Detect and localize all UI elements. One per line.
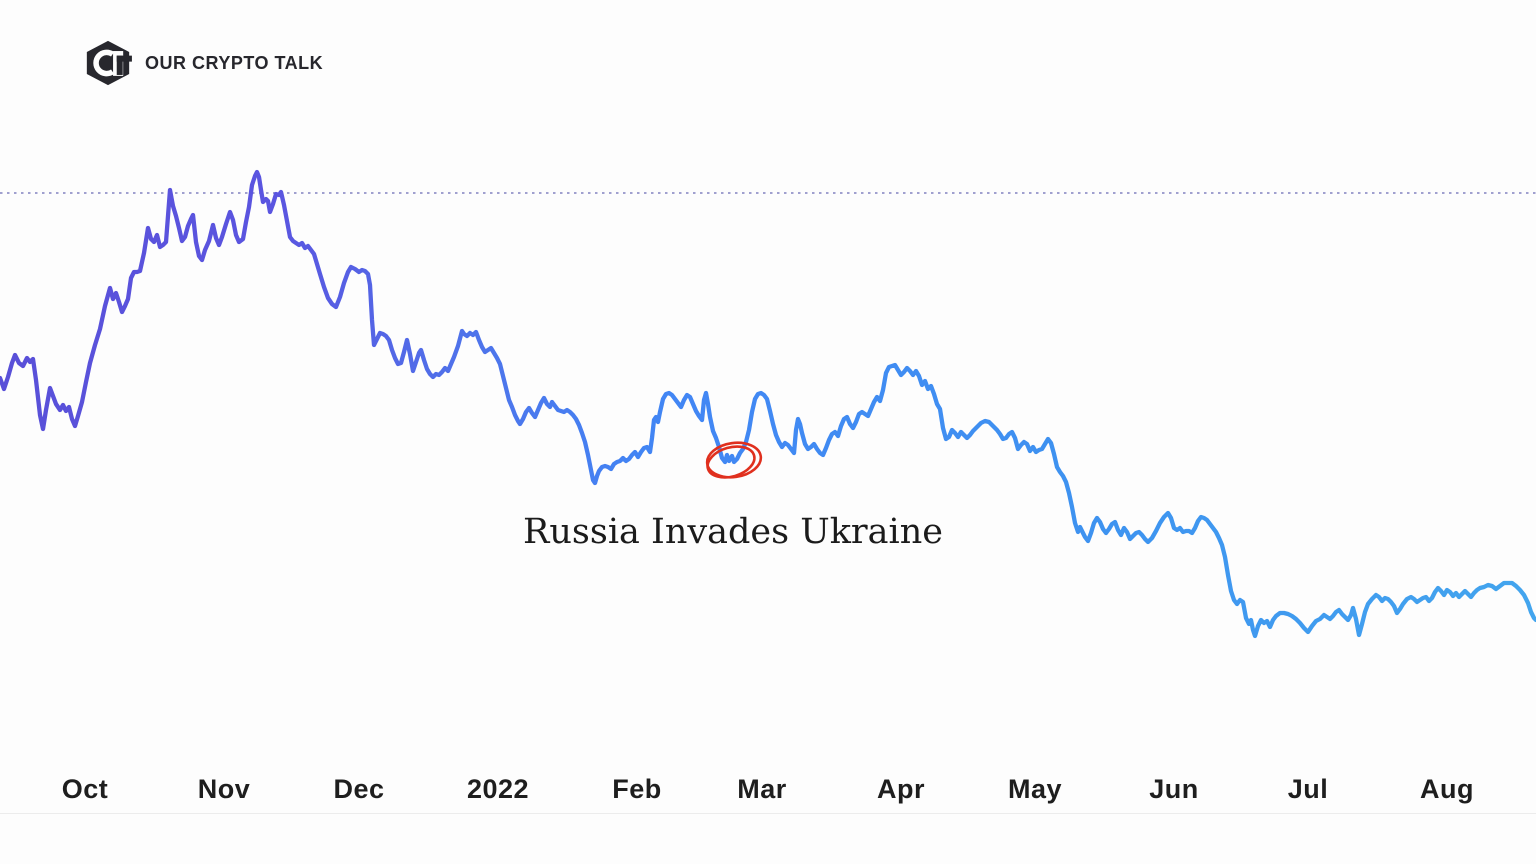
x-tick-apr: Apr xyxy=(877,774,925,804)
price-line xyxy=(0,169,1536,639)
x-tick-feb: Feb xyxy=(612,774,662,804)
x-tick-nov: Nov xyxy=(197,774,251,804)
axis-baseline xyxy=(0,813,1536,814)
x-tick-jul: Jul xyxy=(1287,774,1329,804)
x-tick-oct: Oct xyxy=(61,774,109,804)
logo-text: OUR CRYPTO TALK xyxy=(145,52,324,73)
x-tick-may: May xyxy=(1007,774,1063,804)
x-tick-dec: Dec xyxy=(333,774,385,804)
x-tick-jun: Jun xyxy=(1149,774,1199,804)
invasion-circle-annotation xyxy=(706,445,756,479)
x-tick-aug: Aug xyxy=(1420,774,1474,804)
x-tick-2022: 2022 xyxy=(466,774,530,804)
x-tick-mar: Mar xyxy=(737,774,787,804)
logo: OUR CRYPTO TALK xyxy=(84,40,323,86)
hexagon-monogram-icon xyxy=(86,40,132,86)
annotation-label: Russia Invades Ukraine xyxy=(523,512,943,552)
